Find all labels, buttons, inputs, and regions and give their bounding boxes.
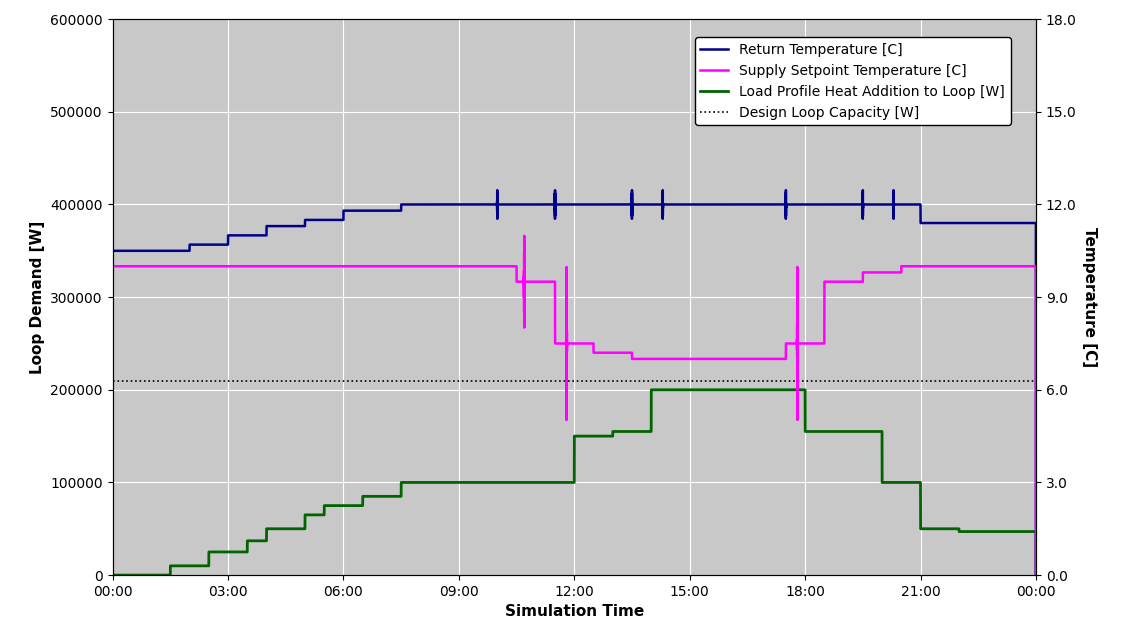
Supply Setpoint Temperature [C] [632, 355, 645, 363]
Return Temperature [C] [309, 216, 322, 224]
Supply Setpoint Temperature [C] [242, 263, 256, 270]
Return Temperature [C] [106, 247, 119, 255]
Design Loop Capacity [W] [106, 377, 119, 385]
Load Profile Heat Addition to Loop [W] [289, 525, 303, 533]
Return Temperature [C] [1029, 571, 1043, 579]
Legend: Return Temperature [C], Supply Setpoint Temperature [C], Load Profile Heat Addit: Return Temperature [C], Supply Setpoint … [695, 37, 1010, 125]
Line: Supply Setpoint Temperature [C]: Supply Setpoint Temperature [C] [113, 236, 1036, 575]
X-axis label: Simulation Time: Simulation Time [504, 604, 644, 619]
Return Temperature [C] [632, 201, 645, 208]
Return Temperature [C] [289, 222, 303, 230]
Load Profile Heat Addition to Loop [W] [171, 562, 185, 570]
Supply Setpoint Temperature [C] [309, 263, 322, 270]
Load Profile Heat Addition to Loop [W] [644, 386, 658, 394]
Load Profile Heat Addition to Loop [W] [309, 511, 322, 519]
Return Temperature [C] [242, 231, 256, 239]
Return Temperature [C] [569, 201, 582, 208]
Supply Setpoint Temperature [C] [518, 232, 531, 240]
Load Profile Heat Addition to Loop [W] [569, 433, 582, 440]
Load Profile Heat Addition to Loop [W] [1029, 571, 1043, 579]
Y-axis label: Loop Demand [W]: Loop Demand [W] [29, 220, 45, 374]
Supply Setpoint Temperature [C] [569, 340, 582, 348]
Load Profile Heat Addition to Loop [W] [242, 537, 256, 544]
Design Loop Capacity [W] [144, 377, 158, 385]
Y-axis label: Temperature [C]: Temperature [C] [1082, 227, 1098, 367]
Return Temperature [C] [171, 247, 185, 255]
Load Profile Heat Addition to Loop [W] [106, 571, 119, 579]
Return Temperature [C] [491, 187, 504, 194]
Supply Setpoint Temperature [C] [171, 263, 185, 270]
Supply Setpoint Temperature [C] [1029, 571, 1043, 579]
Supply Setpoint Temperature [C] [106, 263, 119, 270]
Line: Return Temperature [C]: Return Temperature [C] [113, 190, 1036, 575]
Supply Setpoint Temperature [C] [289, 263, 303, 270]
Line: Load Profile Heat Addition to Loop [W]: Load Profile Heat Addition to Loop [W] [113, 390, 1036, 575]
Load Profile Heat Addition to Loop [W] [632, 427, 645, 435]
